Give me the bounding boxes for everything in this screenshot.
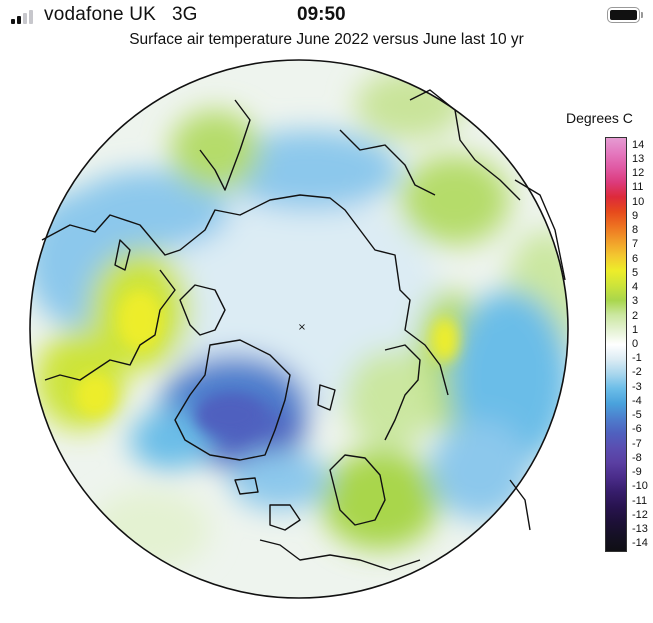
legend-label: -2 [632,366,642,379]
legend-label: 12 [632,167,645,180]
legend-label: 6 [632,252,639,265]
network-type: 3G [172,4,198,25]
battery-icon [607,7,643,23]
legend-label: -1 [632,352,642,365]
map-boundary [29,59,569,599]
legend-label: -6 [632,423,642,436]
legend-label: 4 [632,281,639,294]
legend-label: -12 [632,508,648,521]
legend-label: -5 [632,409,642,422]
legend-label: 9 [632,209,639,222]
legend-label: 0 [632,338,639,350]
legend-label: 3 [632,295,639,308]
legend-label: 7 [632,238,639,251]
legend-label: -9 [632,466,642,479]
legend-label: -13 [632,523,648,536]
legend-title: Degrees C [566,110,633,126]
carrier-name: vodafone UK [44,4,157,25]
legend-label: 14 [632,138,645,151]
legend-label: -3 [632,380,642,393]
legend-colorbar [605,137,627,552]
legend-label: -11 [632,494,648,507]
legend-label: 1 [632,323,639,336]
legend-label: 5 [632,266,639,279]
north-pole-marker: × [298,322,306,333]
status-bar: vodafone UK 3G 09:50 [0,0,653,30]
legend-label: -14 [632,537,648,550]
status-time: 09:50 [297,4,346,25]
signal-strength-icon [11,8,37,24]
temperature-field [30,60,568,598]
legend-label: 11 [632,181,644,194]
legend-label: -10 [632,480,648,493]
legend-label: 8 [632,224,639,237]
legend-label: 2 [632,309,639,322]
legend-label: -4 [632,394,642,407]
legend-labels: 14 13 12 11 10 9 8 7 6 5 4 3 2 1 0 -1 -2 -3 -4 -5 -6 -7 -8 -9 -1… [632,137,653,552]
map-title: Surface air temperature June 2022 versus… [129,31,524,48]
legend-label: -8 [632,451,642,464]
legend-label: -7 [632,437,642,450]
legend-label: 13 [632,152,645,165]
legend-label: 10 [632,195,645,208]
